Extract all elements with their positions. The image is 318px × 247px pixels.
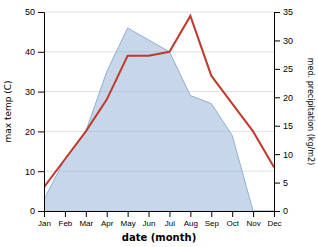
tick-label: Jan xyxy=(38,219,51,228)
y-axis-title: max temp (C) xyxy=(3,80,13,142)
tick-label: 30 xyxy=(283,36,293,46)
tick-mark xyxy=(190,211,191,217)
tick: 10 xyxy=(25,167,44,177)
tick: Aug xyxy=(184,211,198,228)
tick-mark xyxy=(107,211,108,217)
tick-label: 40 xyxy=(25,47,35,57)
tick: Sep xyxy=(205,211,220,228)
tick-label: Feb xyxy=(59,219,73,228)
tick-mark xyxy=(86,211,87,217)
axis-line xyxy=(45,212,275,218)
tick: 0 xyxy=(274,206,288,216)
tick-label: Sep xyxy=(205,219,220,228)
tick: 30 xyxy=(25,87,44,97)
tick-mark xyxy=(274,12,280,13)
plot: JanFebMarAprMayJunJulAugSepOctNovDec0102… xyxy=(25,7,293,227)
tick-label: Dec xyxy=(267,219,281,228)
tick: 20 xyxy=(274,93,293,103)
tick: Oct xyxy=(226,211,239,228)
tick-mark xyxy=(211,211,212,217)
tick: Mar xyxy=(79,211,93,228)
tick-label: Oct xyxy=(226,219,239,228)
tick-label: 10 xyxy=(25,167,35,177)
tick-mark xyxy=(38,92,44,93)
tick: 20 xyxy=(25,127,44,137)
tick: Jun xyxy=(143,211,156,228)
y2-axis: 0 5 10 15 20 25 30 35 xyxy=(274,7,293,216)
tick: Jan xyxy=(38,211,51,228)
tick: May xyxy=(121,211,136,228)
tick-mark xyxy=(274,183,280,184)
tick-mark xyxy=(169,211,170,217)
tick-label: 20 xyxy=(25,127,35,137)
tick: Jul xyxy=(165,211,175,228)
tick: 35 xyxy=(274,7,293,17)
tick-mark xyxy=(149,211,150,217)
tick: 5 xyxy=(274,178,288,188)
tick-label: 0 xyxy=(30,206,35,216)
tick-mark xyxy=(253,211,254,217)
tick-label: Aug xyxy=(184,219,198,228)
temperature-line xyxy=(44,16,274,187)
tick-mark xyxy=(274,69,280,70)
tick-label: May xyxy=(121,219,136,228)
tick: 0 xyxy=(30,206,44,216)
tick-label: Jun xyxy=(143,219,156,228)
tick-label: 20 xyxy=(283,93,293,103)
tick-mark xyxy=(274,97,280,98)
axis-line xyxy=(275,13,281,212)
tick-mark xyxy=(232,211,233,217)
tick-label: Nov xyxy=(246,219,260,228)
tick-label: 50 xyxy=(25,7,35,17)
tick: Nov xyxy=(246,211,260,228)
chart: JanFebMarAprMayJunJulAugSepOctNovDec0102… xyxy=(0,0,318,247)
tick-mark xyxy=(274,154,280,155)
tick-label: 15 xyxy=(283,121,293,131)
tick: 25 xyxy=(274,64,293,74)
tick-mark xyxy=(65,211,66,217)
tick-mark xyxy=(274,211,280,212)
tick: 15 xyxy=(274,121,293,131)
tick-mark xyxy=(38,52,44,53)
tick-label: 35 xyxy=(283,7,293,17)
y-axis: 0 10 20 30 40 50 xyxy=(25,7,45,216)
precipitation-area xyxy=(44,28,274,211)
y2-axis-title: med. precipitation (kg/m2) xyxy=(306,58,315,165)
tick-mark xyxy=(274,126,280,127)
tick: Feb xyxy=(59,211,73,228)
tick-label: 30 xyxy=(25,87,35,97)
tick: Apr xyxy=(101,211,114,228)
marks xyxy=(44,16,274,211)
axis-line xyxy=(38,13,45,212)
tick-mark xyxy=(38,131,44,132)
grid-line xyxy=(44,12,274,13)
tick-label: Mar xyxy=(79,219,93,228)
tick: 10 xyxy=(274,150,293,160)
tick-label: Apr xyxy=(101,219,114,228)
tick-label: 5 xyxy=(283,178,288,188)
tick-label: 0 xyxy=(283,206,288,216)
tick: 30 xyxy=(274,36,293,46)
tick-mark xyxy=(38,12,44,13)
tick-label: 25 xyxy=(283,64,293,74)
x-axis: Jan Feb Mar Apr May Jun Jul Aug Sep Oct Nov Dec xyxy=(38,211,282,228)
tick: 40 xyxy=(25,47,44,57)
tick-label: Jul xyxy=(165,219,175,228)
tick: Dec xyxy=(267,211,281,228)
precipitation-line xyxy=(44,28,274,211)
tick-mark xyxy=(274,40,280,41)
tick-mark xyxy=(128,211,129,217)
tick-mark xyxy=(38,211,44,212)
tick-mark xyxy=(38,171,44,172)
tick-label: 10 xyxy=(283,150,293,160)
tick: 50 xyxy=(25,7,44,17)
x-axis-title: date (month) xyxy=(122,232,196,243)
grid xyxy=(44,12,274,211)
